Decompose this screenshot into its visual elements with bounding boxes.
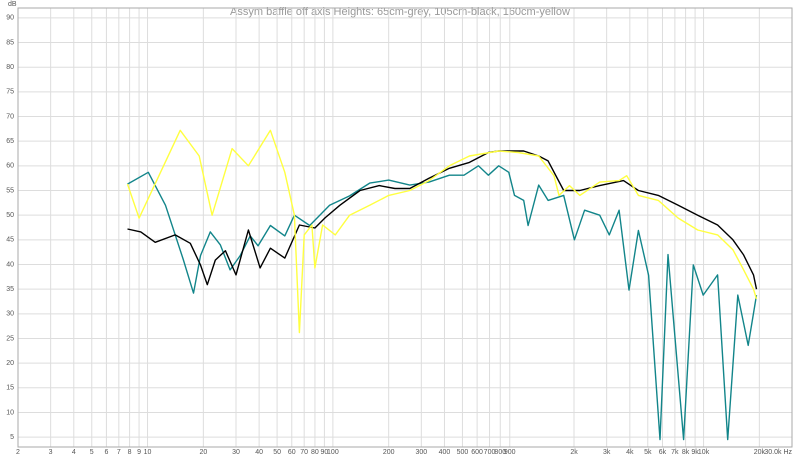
y-tick-label: 25	[6, 335, 14, 342]
x-tick-label: 4	[72, 449, 76, 456]
x-tick-label: 400	[439, 449, 451, 456]
x-tick-label: 2	[16, 449, 20, 456]
x-tick-label: 500	[457, 449, 469, 456]
y-tick-label: 60	[6, 163, 14, 170]
y-tick-label: 20	[6, 360, 14, 367]
x-tick-label: 80	[311, 449, 319, 456]
y-tick-label: 40	[6, 261, 14, 268]
x-tick-label: 8	[128, 449, 132, 456]
y-unit: dB	[8, 1, 17, 8]
x-tick-label: 100	[327, 449, 339, 456]
y-tick-label: 85	[6, 39, 14, 46]
y-tick-label: 15	[6, 385, 14, 392]
x-tick-label: 90	[321, 449, 329, 456]
y-tick-label: 80	[6, 64, 14, 71]
y-tick-label: 70	[6, 113, 14, 120]
y-tick-label: 45	[6, 237, 14, 244]
x-tick-label: 200	[383, 449, 395, 456]
x-tick-label: 7k	[671, 449, 679, 456]
series-line	[126, 129, 758, 334]
x-tick-label: 60	[288, 449, 296, 456]
x-tick-label: 9k	[691, 449, 699, 456]
y-tick-label: 10	[6, 409, 14, 416]
x-tick-label: 2k	[570, 449, 578, 456]
y-tick-label: 30	[6, 311, 14, 318]
x-tick-label: 300	[415, 449, 427, 456]
x-tick-label: 5k	[644, 449, 652, 456]
y-tick-label: 50	[6, 212, 14, 219]
x-tick-label: 7	[117, 449, 121, 456]
x-tick-label: 4k	[626, 449, 634, 456]
x-tick-label: 3k	[603, 449, 611, 456]
plot-frame	[17, 7, 793, 448]
x-tick-label: 30	[232, 449, 240, 456]
x-tick-label: 30.0k Hz	[764, 449, 792, 456]
x-tick-label: 3	[49, 449, 53, 456]
x-tick-label: 9	[137, 449, 141, 456]
x-tick-label: 70	[300, 449, 308, 456]
x-tick-label: 600	[471, 449, 483, 456]
x-tick-label: 8k	[682, 449, 690, 456]
x-tick-label: 6	[104, 449, 108, 456]
x-tick-label: 800	[494, 449, 506, 456]
y-tick-label: 90	[6, 15, 14, 22]
x-tick-label: 10k	[698, 449, 710, 456]
x-tick-label: 6k	[659, 449, 667, 456]
x-tick-label: 900	[504, 449, 516, 456]
x-tick-label: 40	[255, 449, 263, 456]
y-tick-label: 35	[6, 286, 14, 293]
x-tick-label: 10	[144, 449, 152, 456]
y-tick-label: 5	[10, 434, 14, 441]
y-tick-label: 55	[6, 187, 14, 194]
x-tick-label: 5	[90, 449, 94, 456]
series-line	[127, 150, 758, 290]
x-tick-label: 20	[199, 449, 207, 456]
series-line	[127, 165, 758, 441]
y-tick-label: 75	[6, 89, 14, 96]
y-tick-label: 65	[6, 138, 14, 145]
x-tick-label: 50	[273, 449, 281, 456]
x-tick-label: 700	[484, 449, 496, 456]
x-tick-label: 20k	[754, 449, 766, 456]
